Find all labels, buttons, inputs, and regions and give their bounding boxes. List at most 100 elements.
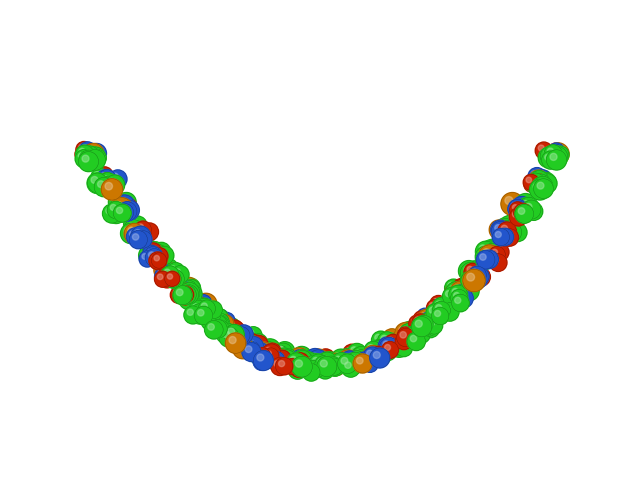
Circle shape — [302, 357, 318, 372]
Circle shape — [324, 353, 347, 376]
Circle shape — [420, 312, 428, 320]
Circle shape — [156, 265, 175, 285]
Circle shape — [343, 344, 362, 363]
Circle shape — [242, 334, 260, 352]
Circle shape — [144, 243, 150, 249]
Circle shape — [537, 173, 556, 192]
Circle shape — [382, 329, 402, 348]
Circle shape — [278, 360, 285, 367]
Circle shape — [380, 337, 399, 357]
Circle shape — [185, 288, 192, 295]
Circle shape — [373, 351, 380, 359]
Circle shape — [465, 268, 472, 276]
Circle shape — [429, 302, 435, 308]
Circle shape — [505, 226, 512, 233]
Circle shape — [135, 221, 151, 238]
Circle shape — [547, 143, 565, 161]
Circle shape — [254, 340, 260, 347]
Circle shape — [193, 307, 200, 314]
Circle shape — [319, 354, 337, 372]
Circle shape — [499, 231, 506, 238]
Circle shape — [292, 356, 312, 377]
Circle shape — [83, 144, 101, 162]
Circle shape — [326, 358, 344, 376]
Circle shape — [83, 154, 89, 160]
Circle shape — [481, 240, 500, 260]
Circle shape — [129, 228, 136, 234]
Circle shape — [349, 349, 368, 368]
Circle shape — [479, 250, 486, 257]
Circle shape — [555, 149, 561, 155]
Circle shape — [342, 358, 349, 365]
Circle shape — [391, 339, 398, 346]
Circle shape — [320, 352, 326, 359]
Circle shape — [180, 288, 187, 295]
Circle shape — [415, 316, 433, 333]
Circle shape — [365, 344, 383, 363]
Circle shape — [278, 346, 284, 352]
Circle shape — [385, 335, 401, 351]
Circle shape — [427, 300, 442, 315]
Circle shape — [106, 176, 122, 192]
Circle shape — [111, 203, 118, 209]
Circle shape — [308, 358, 314, 364]
Circle shape — [218, 324, 238, 344]
Circle shape — [475, 271, 482, 277]
Circle shape — [266, 351, 284, 370]
Circle shape — [110, 204, 116, 211]
Circle shape — [128, 216, 147, 235]
Circle shape — [397, 339, 403, 346]
Circle shape — [116, 192, 136, 212]
Circle shape — [477, 245, 495, 263]
Circle shape — [292, 355, 298, 360]
Circle shape — [129, 231, 136, 237]
Circle shape — [510, 201, 528, 219]
Circle shape — [262, 344, 281, 363]
Circle shape — [149, 245, 156, 252]
Circle shape — [120, 196, 127, 203]
Circle shape — [92, 175, 109, 192]
Circle shape — [452, 288, 459, 295]
Circle shape — [89, 149, 106, 167]
Circle shape — [452, 288, 459, 295]
Circle shape — [408, 322, 428, 342]
Circle shape — [276, 348, 283, 354]
Circle shape — [525, 173, 546, 193]
Circle shape — [143, 244, 164, 265]
Circle shape — [141, 240, 159, 258]
Circle shape — [417, 314, 434, 331]
Circle shape — [524, 176, 540, 192]
Circle shape — [331, 353, 351, 372]
Circle shape — [154, 271, 171, 287]
Circle shape — [197, 299, 203, 305]
Circle shape — [500, 216, 519, 235]
Circle shape — [273, 356, 279, 361]
Circle shape — [412, 318, 417, 324]
Circle shape — [227, 321, 243, 336]
Circle shape — [101, 177, 122, 197]
Circle shape — [411, 325, 419, 333]
Circle shape — [308, 350, 328, 370]
Circle shape — [318, 359, 324, 365]
Circle shape — [152, 252, 159, 258]
Circle shape — [367, 345, 374, 351]
Circle shape — [118, 198, 125, 205]
Circle shape — [461, 264, 482, 285]
Circle shape — [305, 355, 323, 372]
Circle shape — [91, 168, 109, 187]
Circle shape — [196, 305, 203, 312]
Circle shape — [215, 313, 221, 319]
Circle shape — [356, 353, 371, 368]
Circle shape — [533, 183, 541, 190]
Circle shape — [178, 289, 184, 296]
Circle shape — [147, 248, 155, 255]
Circle shape — [86, 147, 92, 153]
Circle shape — [271, 345, 289, 364]
Circle shape — [528, 205, 534, 212]
Circle shape — [244, 334, 261, 351]
Circle shape — [157, 271, 164, 277]
Circle shape — [229, 336, 236, 344]
Circle shape — [364, 341, 383, 360]
Circle shape — [438, 299, 457, 318]
Circle shape — [500, 225, 507, 232]
